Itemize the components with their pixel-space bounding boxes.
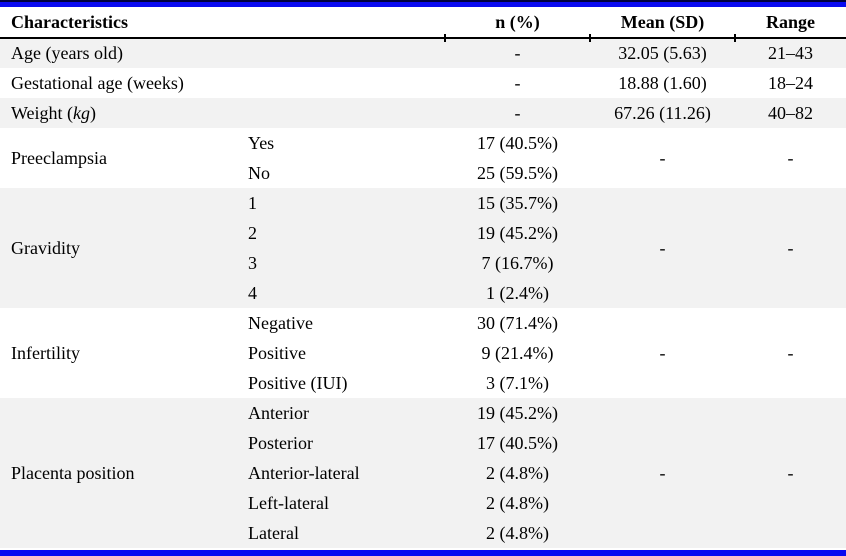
gravidity-sub-2: 2	[248, 218, 445, 248]
group-label-placenta-position: Placenta position	[0, 398, 248, 548]
row-label-gestational-age: Gestational age (weeks)	[11, 72, 184, 93]
placenta-mean-value: -	[590, 398, 735, 548]
weight-range-value: 40–82	[735, 98, 846, 128]
table-row-gestational-age: Gestational age (weeks) - 18.88 (1.60) 1…	[0, 68, 846, 98]
infertility-mean-value: -	[659, 342, 666, 363]
header-n-percent: n (%)	[445, 7, 590, 39]
preeclampsia-range-value: -	[787, 147, 794, 168]
placenta-sub-anterior-lateral: Anterior-lateral	[248, 458, 445, 488]
row-label-age: Age (years old)	[0, 38, 445, 68]
group-label-infertility: Infertility	[11, 342, 80, 363]
table-row-placenta-anterior: Placenta position Anterior 19 (45.2%) - …	[0, 398, 846, 548]
table-row-placenta-left-lateral: Left-lateral 2 (4.8%)	[0, 488, 846, 518]
table-row-infertility-positive-iui: Positive (IUI) 3 (7.1%)	[0, 368, 846, 398]
placenta-sub-anterior: Anterior	[248, 398, 445, 428]
table-row-infertility-negative: Infertility Negative 30 (71.4%) - -	[0, 308, 846, 363]
placenta-sub-left-lateral: Left-lateral	[248, 488, 445, 518]
group-label-gravidity: Gravidity	[0, 188, 248, 308]
weight-n-value: -	[445, 98, 590, 128]
preeclampsia-sub-no: No	[248, 162, 270, 183]
gravidity-sub-3: 3	[248, 248, 445, 278]
infertility-negative-n-value: 30 (71.4%)	[477, 312, 558, 333]
table-top-rule-blue	[0, 2, 846, 7]
header-row: Characteristics n (%) Mean (SD) Range	[0, 7, 846, 39]
header-mean-sd: Mean (SD)	[590, 7, 735, 39]
header-range: Range	[735, 7, 846, 39]
placenta-sub-posterior: Posterior	[248, 428, 445, 458]
preeclampsia-no-n-value: 25 (59.5%)	[477, 162, 558, 183]
gestational-mean-value: 18.88 (1.60)	[618, 72, 707, 93]
weight-label-suffix: )	[90, 102, 97, 123]
table-row-gravidity-3: 3 7 (16.7%)	[0, 248, 846, 278]
gestational-n-value: -	[514, 72, 521, 93]
weight-mean-value: 67.26 (11.26)	[590, 98, 735, 128]
table-row-infertility-positive: Positive 9 (21.4%)	[0, 338, 846, 368]
placenta-anterior-lateral-n-value: 2 (4.8%)	[445, 458, 590, 488]
table-row-gravidity-4: 4 1 (2.4%)	[0, 278, 846, 308]
gravidity-1-n-value: 15 (35.7%)	[445, 188, 590, 218]
infertility-sub-negative: Negative	[248, 312, 313, 333]
header-characteristics: Characteristics	[0, 7, 445, 39]
placenta-lateral-n-value: 2 (4.8%)	[445, 518, 590, 548]
gravidity-2-n-value: 19 (45.2%)	[445, 218, 590, 248]
gravidity-mean-value: -	[590, 188, 735, 308]
table-top-rule-dark	[0, 0, 846, 2]
table-row-preeclampsia-yes: Preeclampsia Yes 17 (40.5%) - -	[0, 128, 846, 168]
gravidity-3-n-value: 7 (16.7%)	[445, 248, 590, 278]
placenta-posterior-n-value: 17 (40.5%)	[445, 428, 590, 458]
header-column-tick-range	[734, 34, 736, 42]
age-range-value: 21–43	[735, 38, 846, 68]
infertility-sub-positive-iui: Positive (IUI)	[248, 372, 348, 393]
gravidity-range-value: -	[735, 188, 846, 308]
weight-label-prefix: Weight (	[11, 102, 74, 123]
gravidity-sub-1: 1	[248, 188, 445, 218]
row-label-weight: Weight (kg)	[0, 98, 445, 128]
age-mean-value: 32.05 (5.63)	[590, 38, 735, 68]
age-n-value: -	[445, 38, 590, 68]
table-bottom-rule-blue	[0, 550, 846, 556]
table-row-gravidity-2: 2 19 (45.2%)	[0, 218, 846, 248]
placenta-range-value: -	[735, 398, 846, 548]
infertility-positive-iui-n-value: 3 (7.1%)	[486, 372, 549, 393]
table-row-placenta-anterior-lateral: Anterior-lateral 2 (4.8%)	[0, 458, 846, 488]
header-column-tick-mean	[589, 34, 591, 42]
table-row-preeclampsia-no: No 25 (59.5%)	[0, 158, 846, 188]
table-row-placenta-lateral: Lateral 2 (4.8%)	[0, 518, 846, 548]
table-row-weight: Weight (kg) - 67.26 (11.26) 40–82	[0, 98, 846, 128]
gravidity-sub-4: 4	[248, 278, 445, 308]
table-row-age: Age (years old) - 32.05 (5.63) 21–43	[0, 38, 846, 68]
table-row-placenta-posterior: Posterior 17 (40.5%)	[0, 428, 846, 458]
gravidity-4-n-value: 1 (2.4%)	[445, 278, 590, 308]
placenta-left-lateral-n-value: 2 (4.8%)	[445, 488, 590, 518]
infertility-sub-positive: Positive	[248, 342, 307, 363]
gestational-range-value: 18–24	[768, 72, 813, 93]
preeclampsia-yes-n-value: 17 (40.5%)	[477, 132, 558, 153]
preeclampsia-sub-yes: Yes	[248, 132, 275, 153]
placenta-sub-lateral: Lateral	[248, 518, 445, 548]
header-column-tick-n	[444, 34, 446, 42]
infertility-positive-n-value: 9 (21.4%)	[481, 342, 554, 363]
table-row-gravidity-1: Gravidity 1 15 (35.7%) - -	[0, 188, 846, 308]
preeclampsia-mean-value: -	[659, 147, 666, 168]
group-label-preeclampsia: Preeclampsia	[11, 147, 107, 168]
infertility-range-value: -	[787, 342, 794, 363]
placenta-anterior-n-value: 19 (45.2%)	[445, 398, 590, 428]
characteristics-table: Characteristics n (%) Mean (SD) Range Ag…	[0, 7, 846, 548]
weight-unit-italic: kg	[73, 102, 91, 123]
